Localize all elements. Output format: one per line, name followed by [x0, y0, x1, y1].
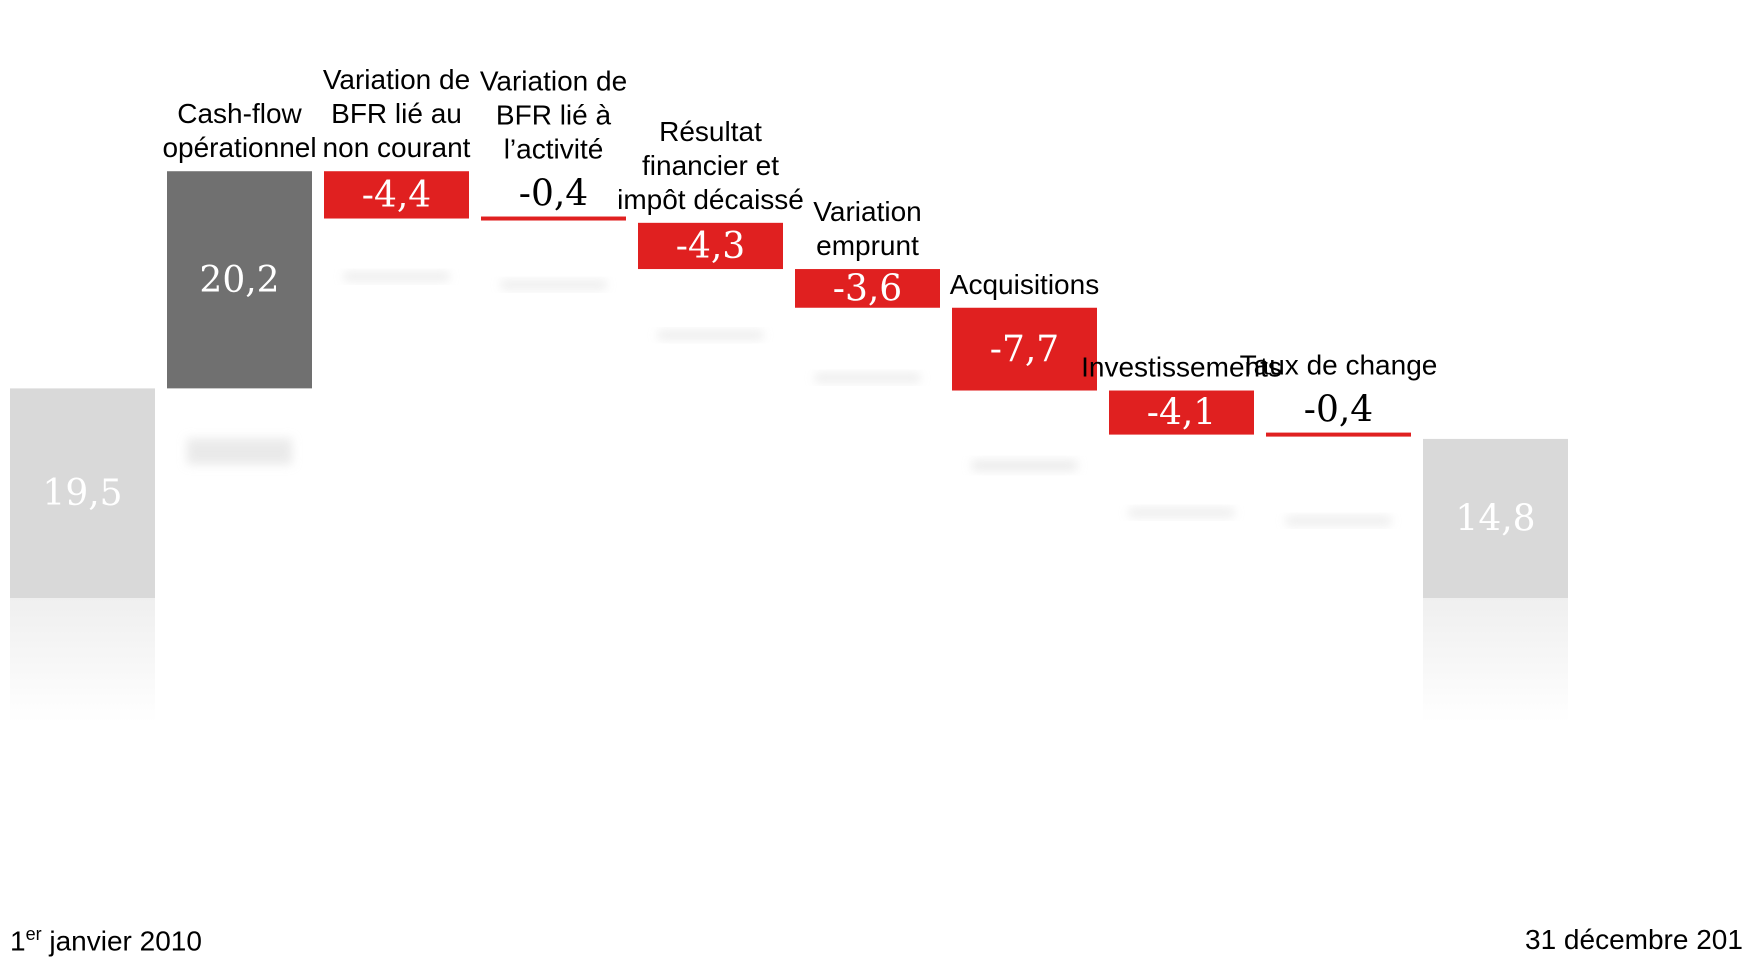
start-date-label: 1er janvier 2010: [10, 924, 202, 957]
bar-reflection: [972, 460, 1077, 471]
bar-3-category-label: Variation de BFR lié à l’activité: [480, 66, 627, 165]
bar-6-value-label: -7,7: [990, 329, 1059, 370]
category-label-line: Variation de: [323, 64, 470, 95]
end-bar-reflection: [1423, 598, 1568, 723]
category-label-line: BFR lié au: [331, 98, 462, 129]
bar-reflection: [658, 331, 763, 340]
start-bar-reflection: [10, 598, 155, 723]
bar-5: [795, 269, 940, 308]
bar-7-value-label: -4,1: [1147, 393, 1216, 434]
start-value-label: 19,5: [42, 473, 122, 514]
end-bar: [1423, 438, 1568, 598]
category-label-line: non courant: [323, 132, 471, 163]
category-label-line: Cash-flow: [177, 98, 302, 129]
bar-3-value-label: -0,4: [519, 174, 588, 215]
category-label-line: impôt décaissé: [617, 184, 804, 215]
category-label-line: Investissements: [1081, 352, 1282, 383]
end-date-label: 31 décembre 201: [1525, 924, 1743, 955]
bar-1: [167, 171, 312, 389]
bar-reflection: [501, 280, 606, 289]
category-label-line: Taux de change: [1240, 350, 1438, 381]
bar-3: [481, 216, 626, 221]
category-label-line: financier et: [642, 150, 779, 181]
bar-reflection: [187, 438, 292, 465]
bar-4: [638, 222, 783, 270]
category-label-line: Variation: [813, 196, 921, 227]
bar-5-category-label: Variation emprunt: [813, 196, 921, 261]
category-label-line: opérationnel: [162, 132, 316, 163]
bar-reflections: [10, 272, 1568, 723]
bar-2: [324, 171, 469, 219]
category-label-line: Acquisitions: [950, 269, 1099, 300]
bar-6-category-label: Acquisitions: [950, 269, 1099, 300]
bar-1-category-label: Cash-flow opérationnel: [162, 98, 316, 163]
bar-4-category-label: Résultat financier et impôt décaissé: [617, 116, 804, 215]
bar-2-category-label: Variation de BFR lié au non courant: [323, 64, 471, 163]
category-label-line: l’activité: [504, 134, 604, 165]
end-value-label: 14,8: [1455, 498, 1535, 539]
category-label-line: BFR lié à: [496, 100, 612, 131]
bar-reflection: [1129, 508, 1234, 517]
bar-2-value-label: -4,4: [362, 175, 431, 216]
bar-reflection: [815, 373, 920, 382]
bar-8-value-label: -0,4: [1304, 390, 1373, 431]
bar-1-value-label: 20,2: [199, 260, 279, 301]
bar-8: [1266, 432, 1411, 437]
category-label-line: Résultat: [659, 116, 762, 147]
bar-reflection: [1286, 516, 1391, 525]
category-label-line: emprunt: [816, 230, 919, 261]
bar-4-value-label: -4,3: [676, 226, 745, 267]
bar-7-category-label: Investissements: [1081, 352, 1282, 383]
chart-labels: 19,5 20,2 Cash-flow opérationnel -4,4 Variati…: [42, 64, 1535, 539]
category-label-line: Variation de: [480, 66, 627, 97]
bar-6: [952, 307, 1097, 391]
bar-5-value-label: -3,6: [833, 268, 902, 309]
bar-8-category-label: Taux de change: [1240, 350, 1438, 381]
chart-bars: [10, 171, 1568, 598]
bar-reflection: [344, 272, 449, 281]
bar-7: [1109, 390, 1254, 435]
start-bar: [10, 388, 155, 598]
